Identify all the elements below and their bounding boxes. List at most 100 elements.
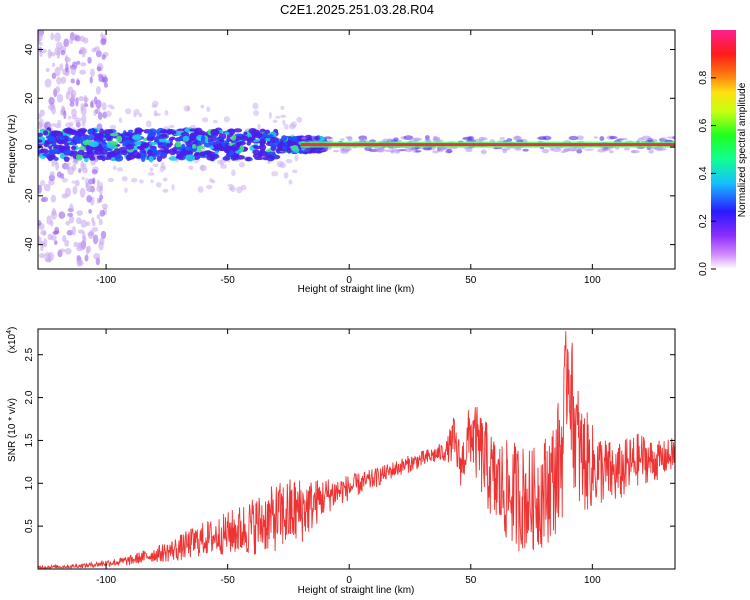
y-tick-label: -20 (24, 188, 35, 203)
spectrum-core-point (120, 150, 128, 156)
spectrum-band-point (522, 148, 529, 152)
spectrum-core-point (97, 155, 104, 161)
spectrum-core-point (116, 135, 123, 143)
spectrum-core-point (156, 155, 163, 162)
spectrum-core-point (209, 146, 214, 150)
spectrum-core-point (182, 135, 190, 142)
spectrum-core-point (291, 145, 299, 151)
spectrum-scatter-point (61, 235, 67, 242)
spectrum-core-point (110, 141, 119, 146)
spectrum-core-point (147, 133, 154, 138)
spectrum-band-point (584, 148, 594, 151)
spectrum-scatter-point (54, 32, 61, 42)
spectrum-scatter-point (64, 54, 69, 64)
spectrum-core-point (275, 140, 281, 145)
spectrum-core-point (259, 144, 267, 151)
spectrum-scatter-point (81, 176, 86, 181)
spectrum-scatter-point (56, 171, 62, 178)
spectrum-core-point (233, 128, 243, 133)
spectrum-scatter-point (74, 179, 80, 187)
spectrum-scatter-point (200, 104, 205, 109)
spectrum-scatter-point (153, 109, 158, 117)
spectrum-scatter-point (70, 66, 77, 76)
spectrum-scatter-point (70, 78, 75, 84)
spectrogram-ylabel: Frequency (Hz) (7, 115, 18, 184)
spectrum-core-point (68, 141, 76, 146)
snr-panel: -100 -50 0 50 100 0.5 1.0 1.5 2.0 2.5 Height of s… (6, 327, 676, 596)
spectrum-band-point (593, 136, 598, 139)
spectrum-scatter-point (99, 181, 103, 191)
spectrum-scatter-point (220, 163, 228, 169)
spectrum-band-point (514, 147, 522, 151)
colorbar-gradient (711, 30, 736, 269)
spectrum-scatter-point (97, 111, 103, 120)
spectrum-scatter-point (83, 94, 88, 104)
spectrum-core-point (189, 128, 200, 132)
spectrum-band-point (332, 150, 340, 153)
spectrum-scatter-point (285, 158, 293, 164)
spectrum-core-point (48, 137, 55, 142)
spectrum-core-point (224, 131, 230, 135)
spectrum-scatter-point (271, 171, 279, 177)
spectrum-core-point (254, 157, 264, 161)
spectrum-scatter-point (292, 169, 298, 174)
spectrum-band-point (304, 148, 314, 153)
y-tick-label: 0.5 (24, 519, 35, 533)
spectrum-core-point (223, 146, 231, 154)
spectrum-core-point (98, 134, 104, 141)
spectrum-scatter-point (171, 184, 175, 191)
spectrum-band-point (609, 150, 614, 154)
spectrum-band-point (408, 148, 414, 151)
spectrum-core-point (259, 128, 266, 133)
spectrum-scatter-point (79, 187, 86, 198)
spectrum-band-point (403, 135, 414, 141)
spectrum-band-point (434, 139, 444, 142)
spectrum-scatter-point (53, 240, 58, 245)
spectrum-scatter-point (73, 241, 78, 247)
spectrum-band-point (324, 136, 332, 140)
spectrum-core-point (48, 148, 54, 156)
spectrum-scatter-point (138, 112, 143, 118)
spectrum-core-point (197, 130, 206, 136)
spectrogram-marks (38, 30, 675, 267)
spectrum-core-point (131, 150, 140, 158)
spectrum-band-point (424, 135, 430, 140)
spectrum-scatter-point (81, 121, 86, 127)
spectrum-scatter-point (83, 103, 89, 108)
spectrum-scatter-point (70, 93, 75, 102)
spectrum-band-point (340, 138, 345, 141)
spectrogram-xlabel: Height of straight line (km) (298, 284, 415, 295)
y-tick-label: 2.5 (24, 347, 35, 361)
colorbar-tick-label: 0.4 (698, 166, 709, 180)
spectrum-core-point (291, 136, 298, 142)
spectrum-scatter-point (65, 91, 70, 100)
spectrum-scatter-point (71, 108, 77, 117)
spectrum-scatter-point (40, 229, 47, 236)
spectrum-scatter-point (162, 188, 169, 193)
spectrum-band-point (641, 135, 652, 141)
spectrum-scatter-point (54, 226, 60, 234)
x-tick-label: -50 (220, 275, 235, 286)
spectrum-scatter-point (85, 221, 91, 227)
spectrum-core-point (252, 145, 259, 149)
spectrum-scatter-point (103, 82, 109, 88)
spectrum-scatter-point (50, 32, 55, 41)
spectrum-core-point (200, 135, 206, 142)
snr-scale-exponent: 4 (6, 330, 13, 334)
spectrum-scatter-point (253, 110, 259, 117)
spectrum-scatter-point (112, 165, 117, 171)
spectrum-scatter-point (69, 121, 74, 127)
spectrum-band-point (631, 150, 636, 154)
spectrum-core-point (43, 130, 49, 136)
spectrum-scatter-point (89, 76, 93, 84)
spectrum-scatter-point (201, 117, 209, 123)
x-tick-label: -100 (96, 575, 116, 586)
spectrum-core-point (175, 146, 184, 151)
spectrum-band-point (623, 147, 631, 151)
y-tick-label: 0 (24, 144, 35, 150)
spectrum-core-point (63, 145, 71, 149)
spectrum-core-point (207, 151, 216, 158)
spectrum-scatter-point (80, 219, 88, 228)
spectrum-scatter-point (92, 177, 96, 185)
